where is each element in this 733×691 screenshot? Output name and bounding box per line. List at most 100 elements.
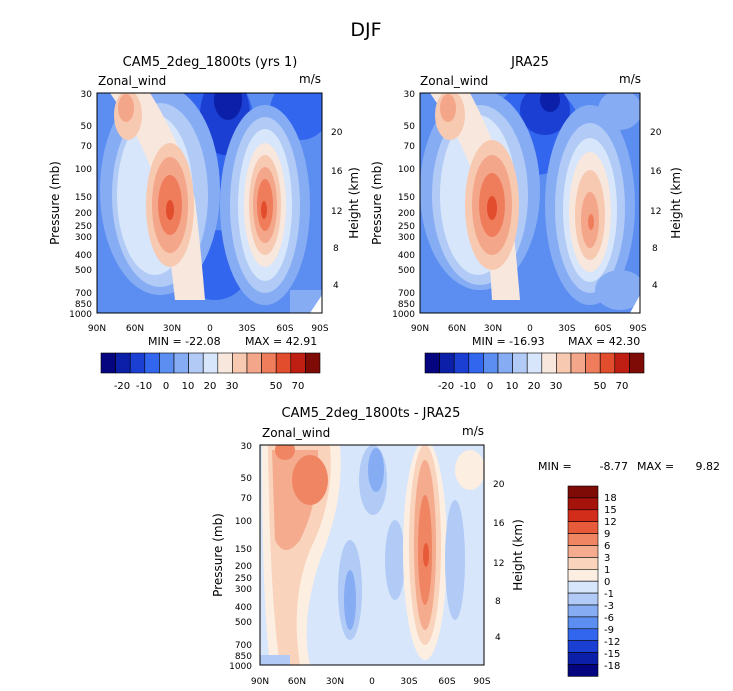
ytick-right-label: 12 (493, 559, 504, 569)
ytick-label: 250 (235, 574, 252, 584)
panel-obs-ylabel-right: Height (km) (669, 167, 683, 238)
ytick-label: 850 (398, 300, 415, 310)
panel-model-ylabel-right: Height (km) (347, 167, 361, 238)
colorbar-label: 18 (604, 493, 617, 504)
panel-diff-variable: Zonal_wind (262, 426, 330, 440)
colorbar-swatch (567, 652, 599, 665)
panel-obs-yticks: 30 50 70 100 150 200 250 300 400 500 700… (392, 90, 415, 320)
ytick-label: 100 (235, 517, 252, 527)
ytick-label: 300 (235, 585, 252, 595)
xtick-label: 30N (484, 324, 502, 334)
colorbar-swatch (290, 352, 306, 374)
panel-diff-frame (259, 444, 485, 666)
colorbar-swatch (567, 640, 599, 653)
ytick-label: 70 (241, 494, 253, 504)
ytick-label: 1000 (392, 310, 415, 320)
ytick-label: 250 (398, 222, 415, 232)
colorbar-label: -15 (604, 649, 620, 660)
colorbar-swatch (567, 509, 599, 522)
panel-obs-max: MAX = 42.30 (568, 335, 640, 348)
xtick-label: 60S (276, 324, 293, 334)
colorbar-swatch (159, 352, 175, 374)
colorbar-label: 9 (604, 529, 610, 540)
panel-model-frame (96, 92, 323, 314)
colorbar-swatch (567, 485, 599, 499)
colorbar-swatch (512, 352, 528, 374)
colorbar-label: 30 (550, 381, 563, 392)
colorbar-swatch (567, 545, 599, 558)
colorbar-swatch (614, 352, 630, 374)
ytick-label: 700 (398, 289, 415, 299)
colorbar-swatch (217, 352, 233, 374)
xtick-label: 90N (251, 677, 269, 687)
colorbar-swatch (526, 352, 543, 374)
panel-diff-colorbar-labels: 18 15 12 9 6 3 1 0 -1 -3 -6 -9 -12 -15 -… (604, 493, 620, 672)
ytick-label: 1000 (69, 310, 92, 320)
xtick-label: 60N (448, 324, 466, 334)
xtick-label: 90S (629, 324, 646, 334)
colorbar-swatch (439, 352, 455, 374)
ytick-right-label: 20 (650, 128, 662, 138)
xtick-label: 0 (369, 677, 375, 687)
xtick-label: 30S (238, 324, 255, 334)
colorbar-label: 20 (204, 381, 217, 392)
panel-model: CAM5_2deg_1800ts (yrs 1) Zonal_wind m/s (48, 55, 361, 392)
colorbar-swatch (202, 352, 219, 374)
ytick-label: 850 (235, 652, 252, 662)
panel-obs-frame (419, 92, 641, 314)
ytick-right-label: 4 (495, 633, 501, 643)
colorbar-label: 0 (604, 577, 610, 588)
panel-diff-max-label: MAX = (637, 460, 674, 473)
ytick-right-label: 12 (650, 207, 661, 217)
colorbar-swatch (232, 352, 248, 374)
panel-model-field (97, 93, 322, 313)
panel-diff-title: CAM5_2deg_1800ts - JRA25 (282, 406, 461, 421)
colorbar-label: -6 (604, 613, 614, 624)
ytick-label: 300 (75, 233, 92, 243)
xtick-label: 90N (88, 324, 106, 334)
ytick-label: 500 (75, 266, 92, 276)
ytick-label: 250 (75, 222, 92, 232)
ytick-label: 400 (75, 251, 92, 261)
ytick-label: 300 (398, 233, 415, 243)
panel-diff-yticks: 30 50 70 100 150 200 250 300 400 500 700… (229, 442, 252, 672)
colorbar-label: 6 (604, 541, 610, 552)
panel-model-max: MAX = 42.91 (245, 335, 317, 348)
xtick-label: 60N (288, 677, 306, 687)
ytick-label: 700 (75, 289, 92, 299)
ytick-label: 30 (81, 90, 93, 100)
ytick-label: 70 (81, 142, 93, 152)
colorbar-label: -18 (604, 661, 620, 672)
ytick-right-label: 12 (331, 207, 342, 217)
colorbar-swatch (188, 352, 204, 374)
panel-diff-yticks-right: 4 8 12 16 20 (493, 480, 505, 643)
colorbar-label: 3 (604, 553, 610, 564)
colorbar-label: -3 (604, 601, 614, 612)
colorbar-swatch (483, 352, 499, 374)
colorbar-label: -12 (604, 637, 620, 648)
panel-obs-colorbar (424, 352, 645, 374)
ytick-right-label: 8 (652, 244, 658, 254)
ytick-label: 150 (235, 545, 252, 555)
panel-diff-colorbar (567, 485, 599, 677)
panel-diff-xticks: 90N 60N 30N 0 30S 60S 90S (251, 677, 491, 687)
panel-diff-min-label: MIN = (538, 460, 572, 473)
xtick-label: 30N (163, 324, 181, 334)
ytick-label: 200 (75, 209, 92, 219)
ytick-label: 400 (398, 251, 415, 261)
colorbar-label: -9 (604, 625, 614, 636)
colorbar-label: -10 (136, 381, 152, 392)
xtick-label: 90S (473, 677, 490, 687)
ytick-label: 150 (398, 193, 415, 203)
colorbar-swatch (567, 604, 599, 618)
colorbar-swatch (556, 352, 572, 374)
ytick-right-label: 20 (493, 480, 505, 490)
colorbar-label: 70 (616, 381, 629, 392)
xtick-label: 60S (438, 677, 455, 687)
panel-obs-units: m/s (619, 72, 641, 86)
ytick-label: 100 (398, 165, 415, 175)
ytick-right-label: 8 (495, 597, 501, 607)
xtick-label: 30N (326, 677, 344, 687)
colorbar-swatch (100, 352, 116, 374)
